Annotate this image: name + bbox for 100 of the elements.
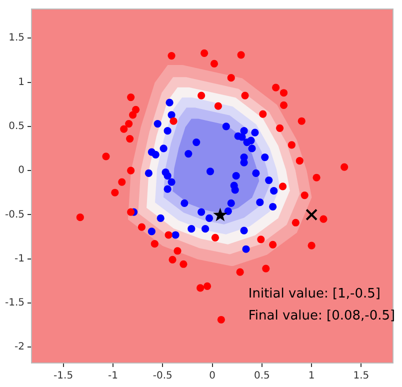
point bbox=[188, 225, 196, 233]
point bbox=[168, 111, 176, 119]
point bbox=[120, 125, 128, 133]
point bbox=[125, 120, 133, 128]
point bbox=[118, 178, 126, 186]
point bbox=[288, 141, 296, 149]
point bbox=[224, 207, 232, 215]
point bbox=[213, 208, 228, 222]
point bbox=[242, 245, 250, 253]
point bbox=[202, 225, 210, 233]
point bbox=[164, 185, 172, 193]
point bbox=[168, 52, 176, 60]
point bbox=[166, 98, 174, 106]
point bbox=[156, 214, 164, 222]
point bbox=[259, 110, 267, 118]
point bbox=[168, 256, 176, 264]
x-tick-label: 1.5 bbox=[353, 370, 370, 382]
point bbox=[298, 117, 306, 125]
point bbox=[127, 93, 135, 102]
point bbox=[148, 228, 156, 236]
point bbox=[198, 92, 206, 100]
y-tick-label: -1.5 bbox=[4, 298, 25, 309]
point bbox=[127, 166, 135, 174]
y-tick-label: -2 bbox=[14, 342, 25, 353]
point bbox=[168, 178, 176, 186]
point bbox=[231, 186, 239, 194]
point bbox=[238, 133, 246, 141]
point bbox=[256, 198, 264, 206]
point bbox=[269, 202, 277, 211]
x-tick-label: 0.5 bbox=[254, 370, 270, 382]
y-tick-label: -0.5 bbox=[4, 209, 25, 220]
point bbox=[340, 163, 348, 171]
point bbox=[150, 240, 158, 248]
point bbox=[196, 284, 204, 292]
point bbox=[164, 231, 172, 239]
annotation: Final value: [0.08,-0.5] bbox=[248, 308, 396, 324]
y-tick-label: 1 bbox=[18, 76, 25, 88]
point bbox=[76, 214, 84, 222]
point bbox=[200, 49, 208, 57]
point bbox=[184, 150, 192, 158]
point bbox=[217, 316, 225, 324]
point bbox=[280, 101, 288, 110]
point bbox=[138, 223, 146, 231]
point bbox=[320, 215, 328, 223]
point bbox=[152, 150, 160, 158]
point bbox=[227, 199, 235, 208]
x-tick-label: -1 bbox=[108, 370, 118, 382]
point bbox=[102, 152, 110, 160]
point bbox=[272, 84, 280, 92]
point bbox=[280, 89, 288, 97]
point bbox=[312, 174, 320, 182]
point bbox=[174, 247, 182, 255]
point bbox=[210, 60, 218, 68]
point bbox=[198, 208, 206, 216]
point bbox=[227, 74, 235, 82]
point bbox=[262, 264, 270, 272]
point bbox=[180, 199, 188, 208]
point bbox=[205, 214, 214, 222]
point bbox=[172, 231, 180, 239]
point bbox=[236, 268, 244, 276]
y-tick-label: -1 bbox=[14, 253, 25, 264]
annotation: Initial value: [1,-0.5] bbox=[248, 286, 380, 302]
y-tick-label: 1.5 bbox=[8, 32, 25, 44]
y-tick-label: 0.5 bbox=[8, 121, 25, 132]
point bbox=[240, 158, 248, 166]
point bbox=[276, 124, 284, 132]
point bbox=[170, 117, 178, 125]
point bbox=[164, 172, 172, 180]
point bbox=[180, 260, 188, 268]
point bbox=[214, 102, 222, 110]
point bbox=[269, 240, 277, 249]
x-tick-label: -0.5 bbox=[152, 370, 172, 382]
point bbox=[203, 282, 212, 290]
point bbox=[278, 182, 287, 190]
point bbox=[232, 172, 240, 180]
point bbox=[164, 127, 172, 135]
point bbox=[154, 120, 162, 128]
x-tick-label: 1 bbox=[308, 370, 315, 382]
point bbox=[270, 187, 278, 195]
x-tick-label: -1.5 bbox=[54, 370, 74, 382]
point bbox=[300, 191, 308, 200]
point bbox=[308, 242, 316, 250]
point bbox=[127, 208, 135, 216]
point bbox=[126, 134, 134, 143]
y-tick-label: 0 bbox=[18, 165, 25, 176]
point bbox=[192, 138, 200, 146]
point bbox=[251, 128, 259, 136]
point bbox=[240, 226, 248, 234]
point bbox=[265, 176, 273, 184]
point bbox=[306, 208, 318, 221]
point bbox=[241, 92, 249, 100]
point bbox=[252, 169, 260, 177]
point bbox=[261, 154, 269, 162]
point bbox=[144, 169, 152, 177]
point bbox=[129, 111, 137, 119]
point bbox=[296, 157, 304, 165]
point bbox=[111, 188, 119, 196]
point bbox=[222, 122, 230, 130]
point bbox=[292, 218, 300, 226]
x-tick-label: 0 bbox=[209, 370, 216, 382]
